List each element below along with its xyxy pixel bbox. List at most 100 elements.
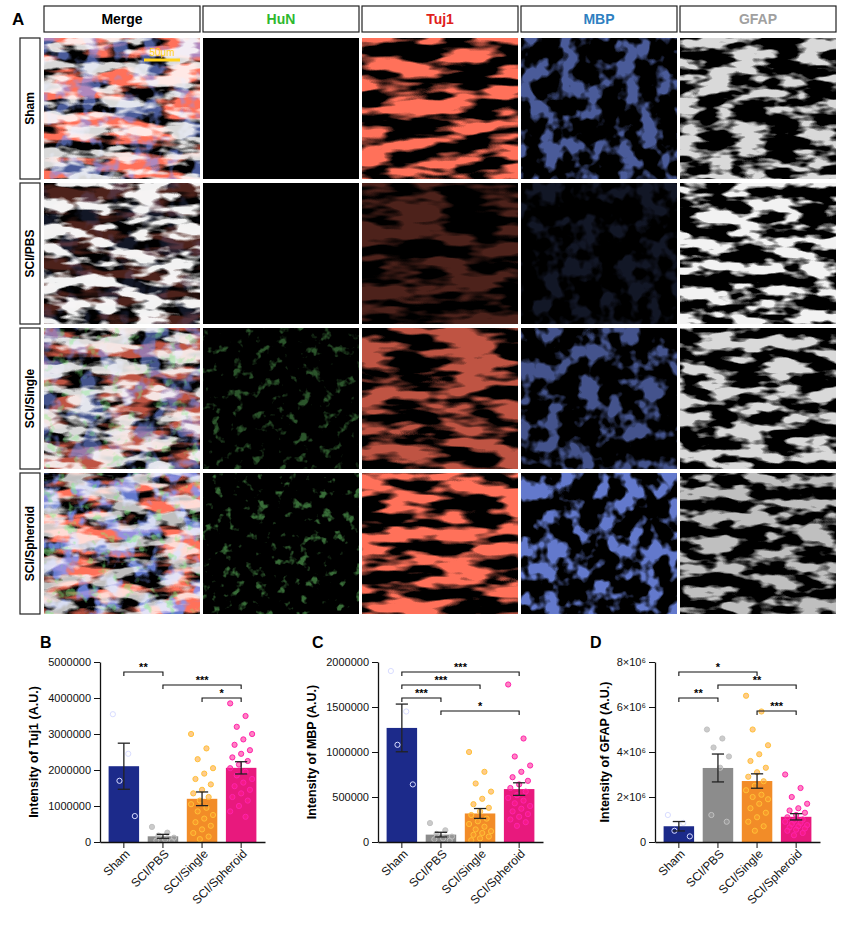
row-header: SCI/Single: [23, 369, 37, 429]
data-point: [748, 758, 753, 763]
y-axis: 0500000100000015000002000000: [326, 656, 378, 848]
micrograph-texture: [362, 38, 518, 179]
error-bar-cap: [474, 808, 486, 809]
micrograph-texture: [44, 473, 200, 614]
data-point: [783, 819, 788, 824]
error-bar: [396, 704, 408, 752]
error-bar-cap: [712, 753, 724, 754]
tick-label: 0: [363, 836, 369, 848]
error-bar-cap: [435, 836, 447, 837]
tick: 4×10⁶: [617, 746, 655, 758]
data-point: [746, 774, 751, 779]
micrograph: [203, 183, 359, 324]
significance-label: **: [694, 687, 703, 699]
micrograph: [44, 183, 200, 324]
error-bar-stem: [440, 832, 441, 837]
data-point: [202, 816, 207, 821]
micrograph-texture: [680, 328, 836, 469]
data-point: [230, 755, 235, 760]
error-bar-cap: [790, 813, 802, 814]
data-point: [791, 833, 796, 838]
micrograph: [521, 183, 677, 324]
column-header: Tuj1: [426, 11, 454, 27]
column-header-box: [362, 6, 518, 32]
data-point: [188, 802, 193, 807]
x-axis: ShamSCI/PBSSCI/SingleSCI/Spheroid: [379, 842, 544, 907]
data-point: [488, 789, 493, 794]
data-point: [523, 820, 528, 825]
error-bar-stem: [201, 792, 202, 806]
tick: 2×10⁶: [617, 791, 655, 803]
data-point: [243, 713, 248, 718]
data-point: [521, 736, 526, 741]
micrograph: [44, 473, 200, 614]
row-header: SCI/PBS: [23, 229, 37, 277]
panel-a: AMergeHuNTuj1MBPGFAPShamSCI/PBSSCI/Singl…: [12, 6, 836, 614]
tick: 3000000: [48, 728, 100, 740]
data-point: [521, 798, 526, 803]
error-bar: [118, 743, 130, 789]
significance-label: ***: [454, 661, 468, 673]
column-header-box: [203, 6, 359, 32]
data-point: [800, 830, 805, 835]
tick-mark: [649, 707, 655, 708]
tick-mark: [480, 842, 481, 848]
tick-label: Sham: [101, 847, 133, 879]
tick-label: 2000000: [48, 764, 91, 776]
micrograph: [680, 38, 836, 179]
tick-label: 4×10⁶: [617, 746, 646, 758]
significance-label: ***: [415, 687, 429, 699]
tick-label: 1500000: [326, 701, 369, 713]
error-bar-stem: [717, 754, 718, 782]
micrograph-background: [203, 328, 359, 469]
data-point: [191, 830, 196, 835]
micrograph: [44, 38, 200, 179]
data-point: [785, 828, 790, 833]
data-point: [473, 827, 478, 832]
error-bar-cap: [157, 838, 169, 839]
data-point: [239, 791, 244, 796]
micrograph-texture: [44, 328, 200, 469]
data-point: [510, 809, 515, 814]
data-point: [469, 838, 474, 842]
data-point: [193, 776, 198, 781]
data-point: [241, 737, 246, 742]
micrograph-texture: [521, 38, 677, 179]
micrograph: [44, 328, 200, 469]
column-header-box: [44, 6, 200, 32]
tick: SCI/Spheroid: [190, 842, 250, 907]
tick-label: SCI/Spheroid: [745, 847, 805, 907]
data-point: [757, 801, 762, 806]
tick: 5000000: [48, 656, 100, 668]
column-header: MBP: [583, 11, 614, 27]
data-point: [169, 839, 174, 842]
row-header-box: [20, 328, 40, 469]
tick-label: 1000000: [48, 800, 91, 812]
data-point: [232, 742, 237, 747]
data-point: [765, 743, 770, 748]
error-bar-cap: [118, 743, 130, 744]
y-axis: 02×10⁶4×10⁶6×10⁶8×10⁶: [617, 656, 656, 848]
tick: Sham: [101, 842, 133, 879]
data-point: [239, 751, 244, 756]
bar: [226, 768, 256, 842]
error-bar-stem: [756, 774, 757, 788]
tick-label: Sham: [379, 847, 411, 879]
tick: 2000000: [326, 656, 378, 668]
micrograph: [203, 38, 359, 179]
error-bar-cap: [751, 788, 763, 789]
data-point: [724, 819, 729, 824]
tick-label: 5000000: [48, 656, 91, 668]
data-point: [787, 808, 792, 813]
error-bar-cap: [396, 751, 408, 752]
micrograph-background: [362, 38, 518, 179]
error-bar-cap: [712, 781, 724, 782]
micrograph: [521, 328, 677, 469]
data-point: [410, 782, 415, 787]
micrograph-background: [680, 473, 836, 614]
error-bar-stem: [401, 704, 402, 752]
data-point: [193, 820, 198, 825]
data-point: [228, 809, 233, 814]
data-point: [475, 819, 480, 824]
data-point: [202, 771, 207, 776]
